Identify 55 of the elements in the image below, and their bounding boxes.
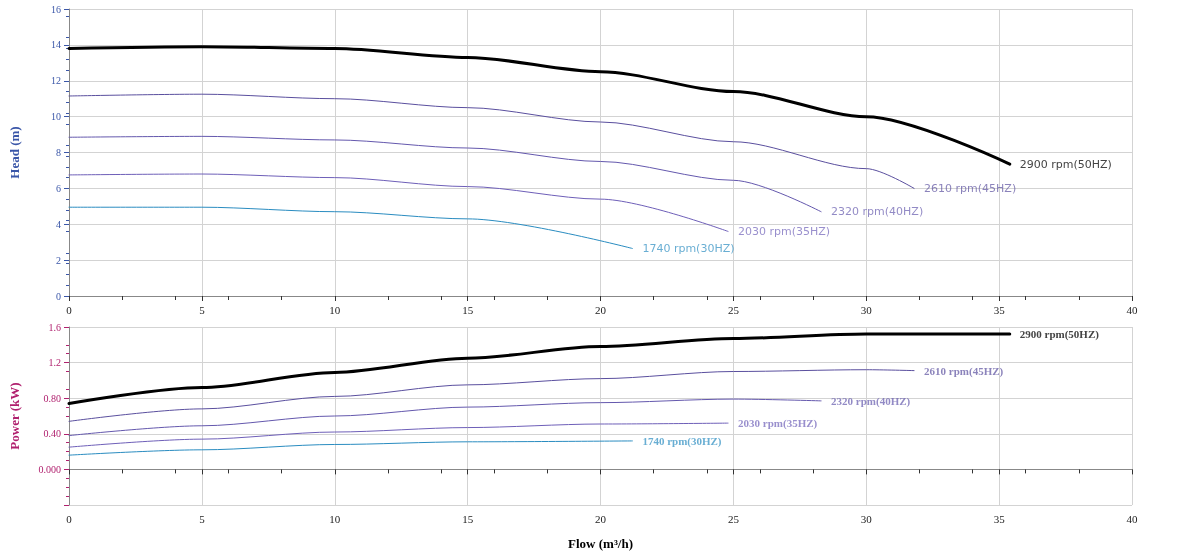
x-tick-label: 10 (329, 512, 341, 525)
line-series (68, 173, 729, 232)
x-tick-label: 35 (993, 512, 1006, 525)
y-tick-label: 12 (51, 75, 61, 87)
y-tick-label: 16 (51, 3, 61, 15)
x-axis-title: Flow (m³/h) (568, 536, 633, 551)
x-tick-label: 35 (993, 303, 1006, 316)
series-label: 2320 rpm(40HZ) (831, 205, 924, 219)
series-label: 2900 rpm(50HZ) (1019, 157, 1112, 171)
series-label: 2030 rpm(35HZ) (738, 224, 831, 238)
series-label: 2610 rpm(45HZ) (924, 181, 1017, 195)
x-tick-label: 25 (727, 303, 740, 316)
y-axis-title: Head (m) (7, 126, 22, 179)
x-tick-label: 30 (860, 512, 873, 525)
x-tick-label: 15 (462, 303, 474, 316)
x-tick-label: 5 (199, 512, 206, 525)
y-axis-title: Power (kW) (7, 382, 22, 450)
y-tick-label: 4 (56, 218, 61, 230)
y-tick-label: 1.6 (48, 321, 61, 333)
y-tick-label: 6 (56, 182, 61, 194)
y-tick-label: 14 (51, 39, 61, 51)
series-label: 2030 rpm(35HZ) (738, 417, 818, 431)
x-tick-label: 10 (329, 303, 341, 316)
y-tick-label: 1.2 (48, 357, 61, 369)
y-tick-label: 0.40 (43, 428, 61, 440)
line-series (68, 398, 822, 437)
line-series (68, 135, 822, 213)
line-series (68, 440, 633, 456)
x-tick-label: 25 (727, 512, 740, 525)
series-label: 2320 rpm(40HZ) (831, 394, 911, 408)
x-tick-label: 15 (462, 512, 474, 525)
x-tick-label: 20 (595, 512, 607, 525)
line-series (67, 45, 1012, 166)
x-tick-label: 30 (860, 303, 873, 316)
series-label: 2610 rpm(45HZ) (924, 364, 1004, 378)
y-tick-label: 8 (56, 147, 61, 158)
line-series (68, 93, 915, 189)
x-tick-label: 40 (1126, 303, 1138, 316)
line-series (68, 369, 915, 422)
y-tick-label: 0 (56, 290, 61, 302)
x-tick-label: 5 (199, 303, 206, 316)
series-label: 1740 rpm(30HZ) (642, 241, 735, 255)
y-tick-label: 0.80 (43, 392, 61, 404)
y-tick-label: 10 (51, 111, 61, 123)
line-series (68, 422, 729, 448)
line-series (68, 206, 633, 249)
series-label: 1740 rpm(30HZ) (642, 434, 722, 448)
line-series (67, 332, 1012, 406)
x-tick-label: 0 (66, 512, 73, 525)
x-tick-label: 40 (1126, 512, 1138, 525)
y-tick-label: 2 (56, 254, 61, 266)
y-tick-label: 0.000 (38, 463, 61, 475)
x-tick-label: 0 (66, 303, 73, 316)
x-tick-label: 20 (595, 303, 607, 316)
series-label: 2900 rpm(50HZ) (1019, 328, 1100, 342)
